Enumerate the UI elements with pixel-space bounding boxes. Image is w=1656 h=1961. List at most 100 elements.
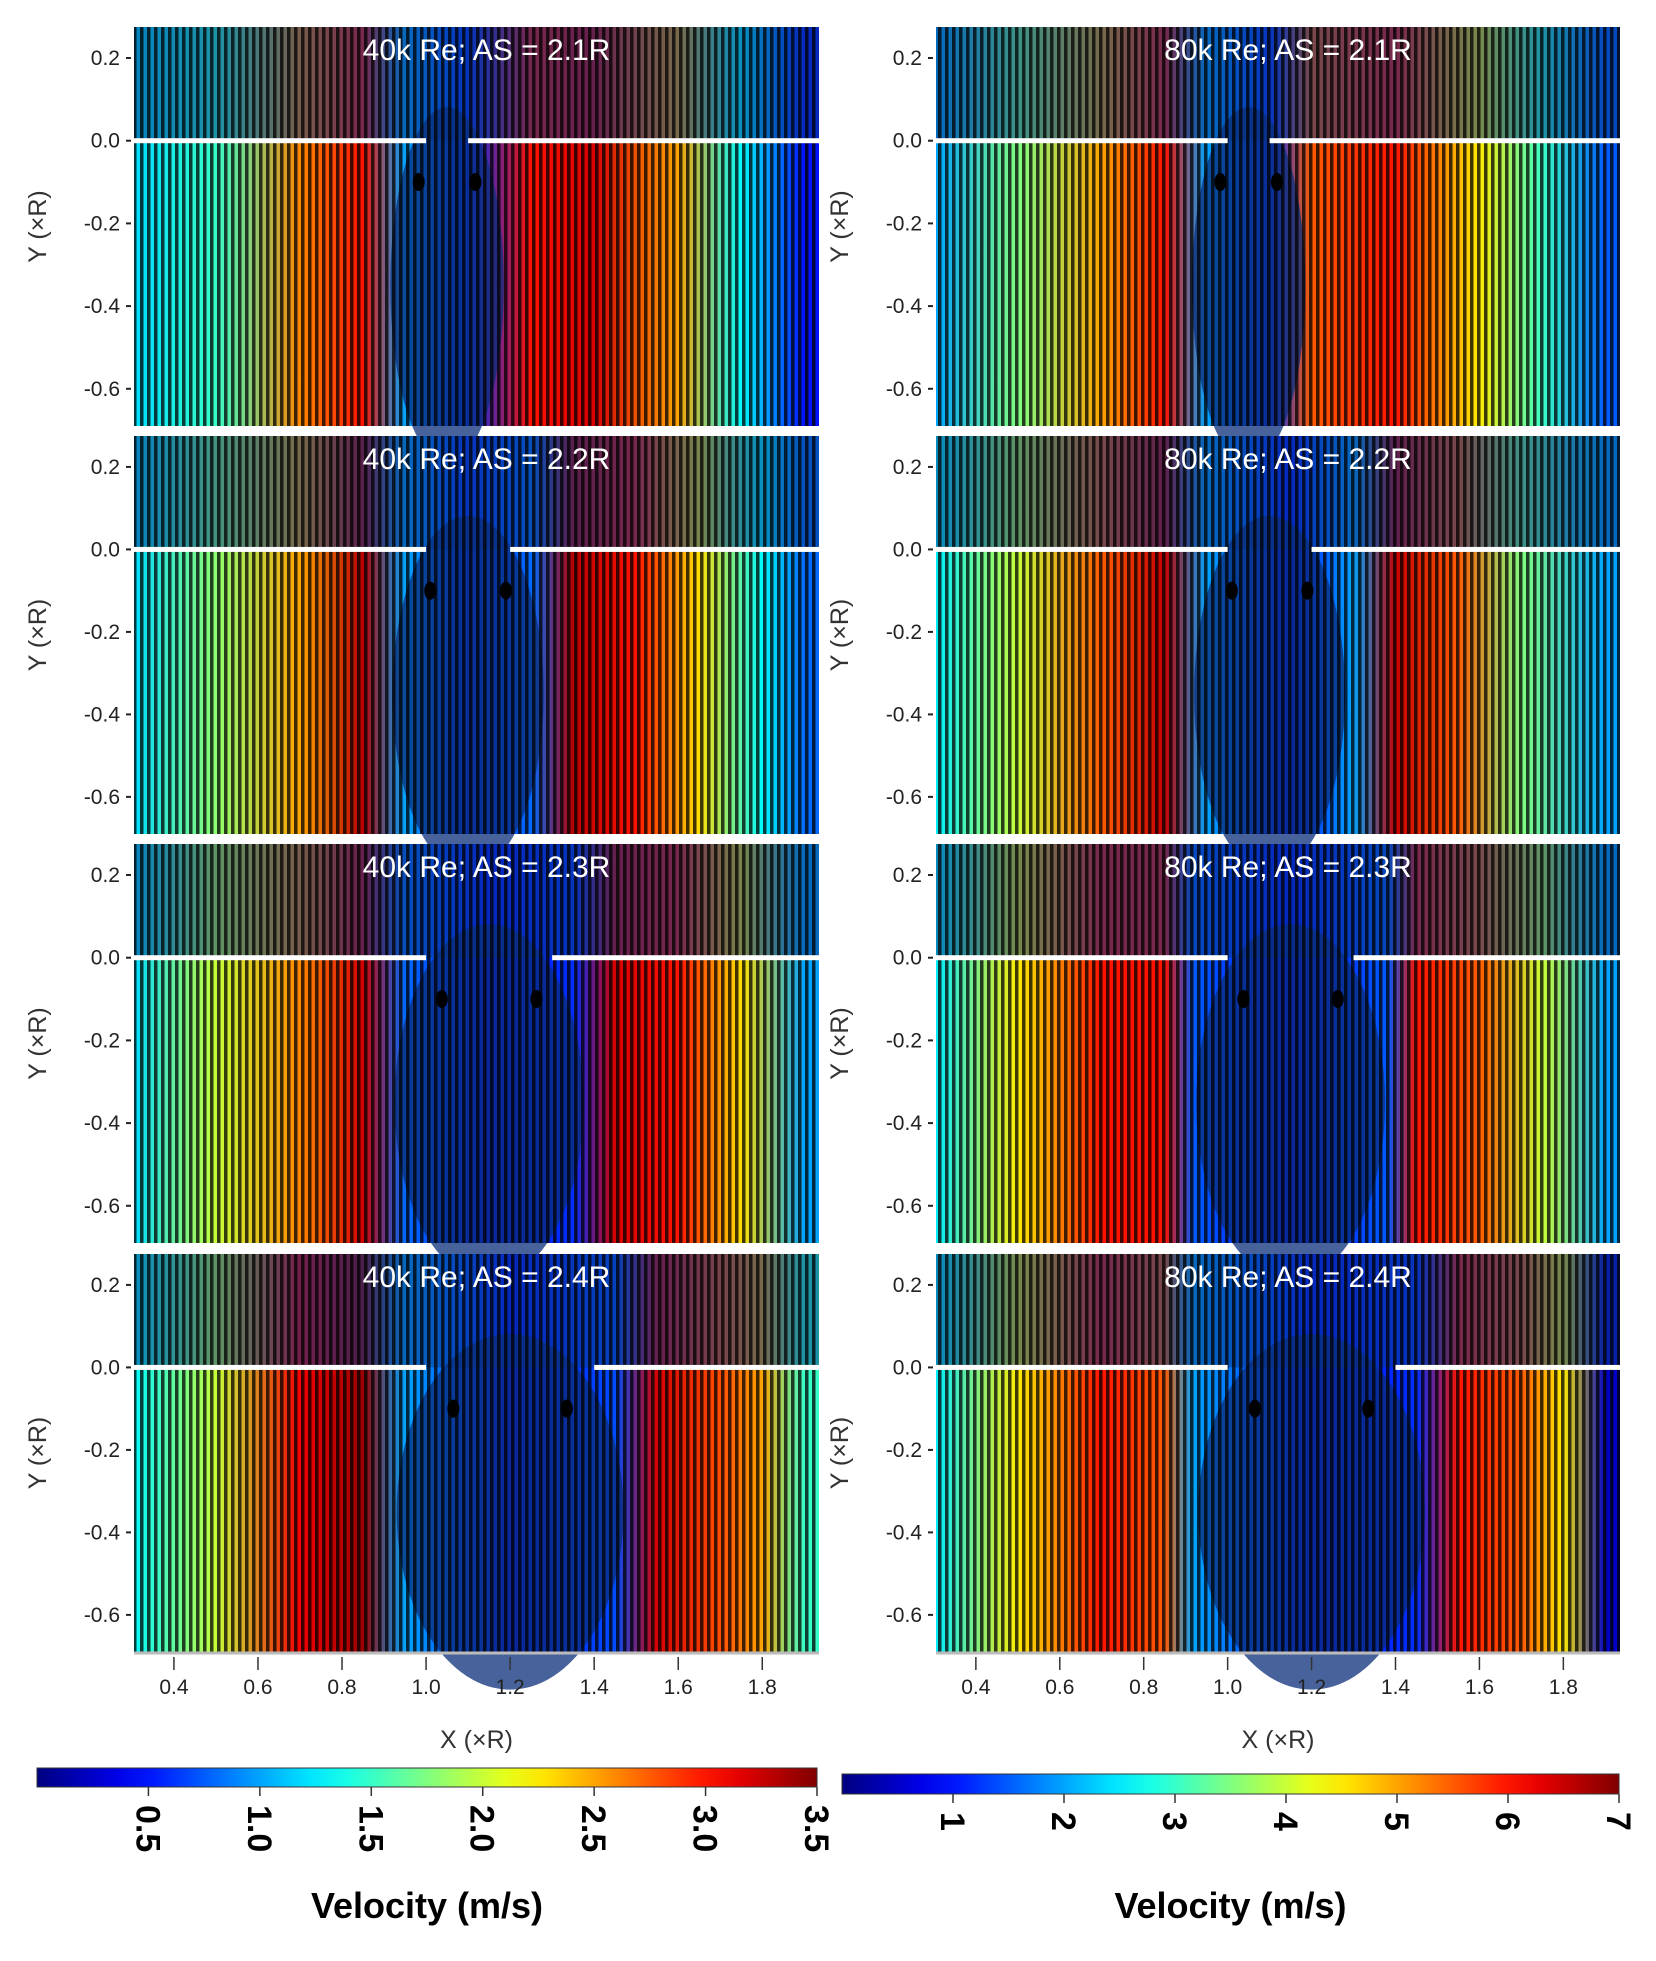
colorbar-tick-label: 3.0 [686, 1805, 724, 1852]
y-tick-label: -0.2 [886, 1029, 922, 1052]
y-tick-label: 0.0 [91, 947, 120, 970]
y-tick-label: -0.2 [84, 1029, 120, 1052]
wall-right [468, 138, 819, 144]
y-axis-label: Y (×R) [24, 1417, 52, 1489]
colorbar-label: Velocity (m/s) [1114, 1885, 1346, 1926]
wall-left [936, 546, 1228, 552]
wall-right [594, 1364, 819, 1370]
wall-left [936, 955, 1228, 961]
x-axis-label: X (×R) [1242, 1726, 1315, 1754]
colorbar-bar [841, 1773, 1620, 1795]
panel-title: 40k Re; AS = 2.4R [363, 1261, 611, 1294]
colorbar-tick-label: 2.0 [463, 1805, 501, 1852]
y-tick-label: 0.2 [893, 1274, 922, 1297]
x-tick-label: 0.6 [1045, 1676, 1074, 1699]
wall-right [1395, 1364, 1620, 1370]
y-tick-label: 0.0 [893, 130, 922, 153]
colorbar-tick-label: 3.5 [797, 1805, 835, 1852]
x-tick-label: 1.6 [1465, 1676, 1494, 1699]
y-tick-label: 0.2 [91, 47, 120, 70]
y-tick-label: -0.6 [886, 1195, 922, 1218]
panel-title: 40k Re; AS = 2.1R [363, 34, 611, 67]
wall-left [134, 546, 427, 552]
y-tick-label: -0.2 [886, 621, 922, 644]
colorbar-tick-label: 2.5 [574, 1805, 612, 1852]
y-tick-label: -0.2 [886, 1439, 922, 1462]
panel-title: 80k Re; AS = 2.3R [1164, 851, 1412, 884]
wall-right [1311, 546, 1620, 552]
colorbar-tick-label: 1.0 [240, 1805, 278, 1852]
streamlines [134, 436, 819, 834]
x-tick-label: 1.2 [496, 1676, 525, 1699]
colorbar-tick-label: 0.5 [128, 1805, 166, 1852]
y-tick-label: -0.6 [886, 1604, 922, 1627]
x-tick-label: 1.4 [580, 1676, 610, 1699]
y-tick-label: 0.0 [91, 130, 120, 153]
y-tick-label: -0.2 [84, 621, 120, 644]
y-tick-label: -0.2 [886, 212, 922, 235]
streamlines [134, 844, 819, 1243]
y-axis-label: Y (×R) [24, 1007, 52, 1079]
x-tick-label: 1.8 [748, 1676, 777, 1699]
y-tick-label: 0.0 [893, 538, 922, 561]
y-tick-label: -0.4 [886, 1521, 923, 1544]
x-tick-label: 0.4 [159, 1676, 189, 1699]
y-tick-label: 0.0 [893, 1356, 922, 1379]
y-tick-label: 0.2 [91, 864, 120, 887]
y-tick-label: 0.0 [91, 1356, 120, 1379]
y-tick-label: -0.4 [886, 703, 923, 726]
wall-left [134, 955, 427, 961]
colorbar-tick-label: 4 [1266, 1812, 1304, 1831]
y-axis-label: Y (×R) [24, 599, 52, 671]
y-tick-label: -0.4 [84, 295, 121, 318]
colorbar-label: Velocity (m/s) [311, 1885, 543, 1926]
panel-2: 80k Re; AS = 2.1R 0.2 0.0 -0.2 -0.4 -0.6 Y (×R… [826, 27, 1620, 464]
colorbar-tick-label: 7 [1599, 1812, 1637, 1831]
streamlines [134, 27, 819, 426]
y-tick-label: 0.2 [893, 864, 922, 887]
y-tick-label: 0.0 [893, 947, 922, 970]
wall-right [1353, 955, 1620, 961]
y-tick-label: -0.4 [886, 1112, 923, 1135]
colorbar-tick-label: 1.5 [351, 1805, 389, 1852]
colorbar-tick-label: 5 [1377, 1812, 1415, 1831]
streamlines [936, 27, 1620, 426]
panel-5: 40k Re; AS = 2.3R 0.2 0.0 -0.2 -0.4 -0.6 Y (×R… [24, 844, 819, 1281]
streamlines [134, 1254, 819, 1652]
y-tick-label: -0.6 [84, 378, 120, 401]
x-tick-label: 1.8 [1549, 1676, 1578, 1699]
panel-1: 40k Re; AS = 2.1R 0.2 0.0 -0.2 -0.4 -0.6 Y (×R… [24, 27, 819, 464]
x-tick-label: 0.8 [1129, 1676, 1158, 1699]
colorbar-tick-label: 3 [1155, 1812, 1193, 1831]
y-tick-label: -0.4 [84, 1112, 121, 1135]
y-tick-label: -0.4 [84, 703, 121, 726]
streamlines [936, 436, 1620, 834]
streamlines [936, 1254, 1620, 1652]
wall-right [510, 546, 819, 552]
colorbar-bar [36, 1767, 818, 1788]
wall-right [1269, 138, 1620, 144]
y-tick-label: 0.2 [91, 1274, 120, 1297]
y-tick-label: 0.2 [893, 456, 922, 479]
y-tick-label: 0.0 [91, 538, 120, 561]
panel-8: 80k Re; AS = 2.4R 0.2 0.0 -0.2 -0.4 -0.6 Y (×R… [826, 1254, 1620, 1754]
panel-title: 40k Re; AS = 2.3R [363, 851, 611, 884]
panel-title: 40k Re; AS = 2.2R [363, 443, 611, 476]
colorbar-tick-label: 2 [1044, 1812, 1082, 1831]
y-tick-label: -0.4 [84, 1521, 121, 1544]
y-tick-label: 0.2 [893, 47, 922, 70]
y-tick-label: -0.6 [886, 786, 922, 809]
x-tick-label: 0.8 [327, 1676, 356, 1699]
x-tick-label: 0.4 [961, 1676, 991, 1699]
x-tick-label: 1.0 [1213, 1676, 1242, 1699]
y-axis-label: Y (×R) [826, 1007, 854, 1079]
y-tick-label: 0.2 [91, 456, 120, 479]
x-tick-label: 0.6 [243, 1676, 272, 1699]
y-tick-label: -0.2 [84, 212, 120, 235]
colorbar-1: 0.5 1.0 1.5 2.0 2.5 3.0 3.5 Velocity (m/s) [36, 1767, 835, 1926]
wall-left [134, 1364, 427, 1370]
y-tick-label: -0.6 [84, 1195, 120, 1218]
y-axis-label: Y (×R) [24, 190, 52, 262]
colorbar-tick-label: 6 [1488, 1812, 1526, 1831]
